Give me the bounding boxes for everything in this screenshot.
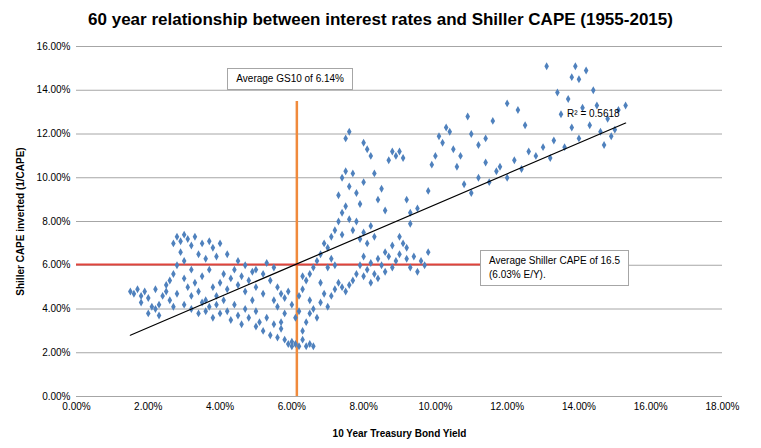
- svg-text:8.00%: 8.00%: [42, 216, 70, 227]
- svg-text:R² = 0.5618: R² = 0.5618: [567, 108, 620, 119]
- svg-text:4.00%: 4.00%: [206, 401, 234, 412]
- svg-text:8.00%: 8.00%: [349, 401, 377, 412]
- svg-text:10.00%: 10.00%: [418, 401, 452, 412]
- svg-text:Shiller CAPE inverted (1/CAPE): Shiller CAPE inverted (1/CAPE): [15, 147, 26, 295]
- svg-text:10 Year Treasury Bond Yield: 10 Year Treasury Bond Yield: [333, 428, 467, 439]
- svg-text:14.00%: 14.00%: [562, 401, 596, 412]
- svg-text:10.00%: 10.00%: [37, 172, 71, 183]
- svg-text:0.00%: 0.00%: [62, 401, 90, 412]
- svg-text:16.00%: 16.00%: [634, 401, 668, 412]
- svg-text:12.00%: 12.00%: [37, 128, 71, 139]
- svg-text:6.00%: 6.00%: [42, 259, 70, 270]
- svg-text:18.00%: 18.00%: [706, 401, 740, 412]
- html-text:Average GS10 of 6.14%: Average GS10 of 6.14%: [236, 73, 344, 84]
- svg-text:14.00%: 14.00%: [37, 84, 71, 95]
- svg-text:12.00%: 12.00%: [490, 401, 524, 412]
- html-text:60 year relationship between i: 60 year relationship between interest ra…: [88, 10, 673, 29]
- svg-text:6.00%: 6.00%: [278, 401, 306, 412]
- html-text:Average Shiller CAPE of 16.5: Average Shiller CAPE of 16.5: [489, 255, 620, 267]
- svg-text:4.00%: 4.00%: [42, 303, 70, 314]
- svg-text:16.00%: 16.00%: [37, 41, 71, 52]
- html-text:(6.03% E/Y).: (6.03% E/Y).: [489, 269, 546, 281]
- svg-text:0.00%: 0.00%: [42, 390, 71, 402]
- svg-text:2.00%: 2.00%: [42, 347, 70, 358]
- svg-text:2.00%: 2.00%: [134, 401, 162, 412]
